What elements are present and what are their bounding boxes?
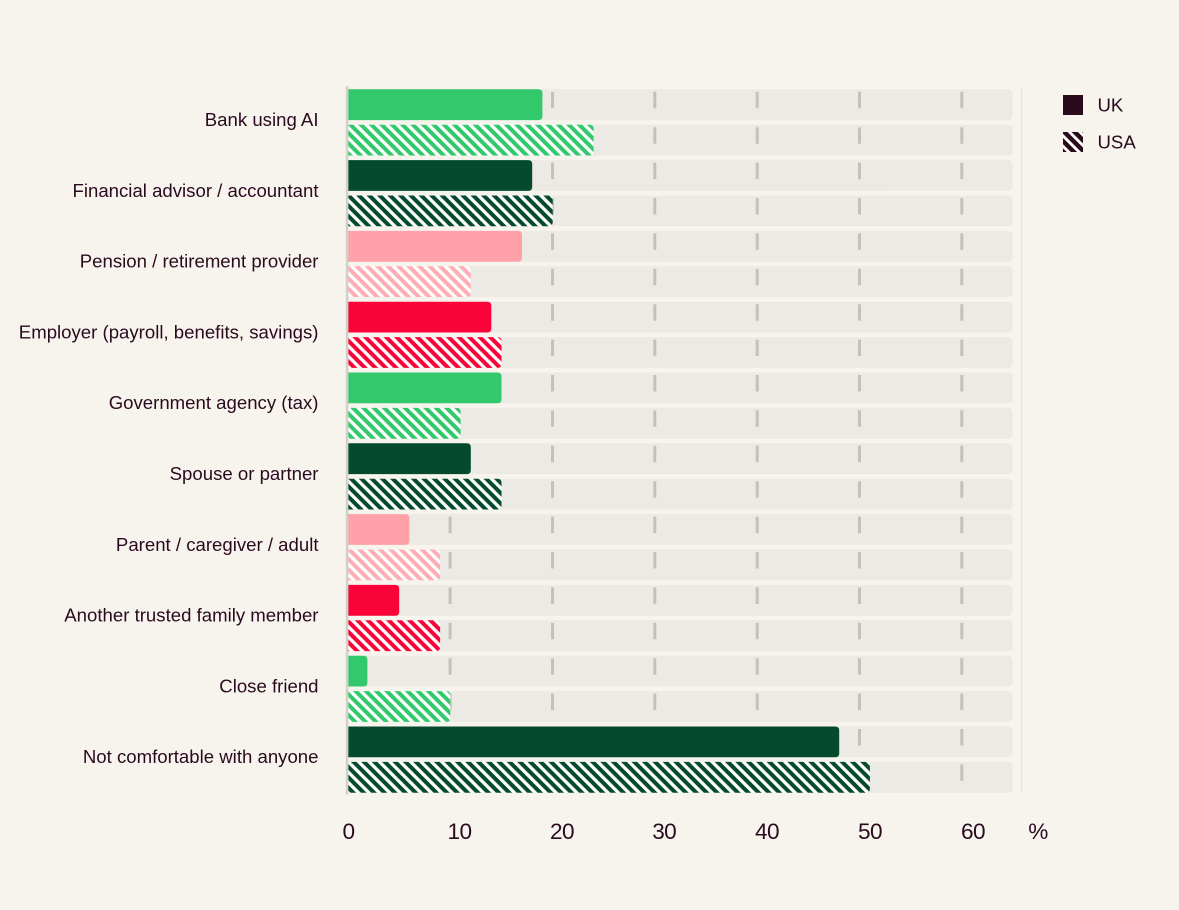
svg-text:60: 60 — [961, 819, 985, 844]
svg-text:Close friend: Close friend — [219, 675, 318, 696]
svg-text:Financial advisor / accountant: Financial advisor / accountant — [73, 180, 320, 201]
svg-text:50: 50 — [858, 819, 882, 844]
svg-text:Employer (payroll, benefits, s: Employer (payroll, benefits, savings) — [19, 321, 319, 342]
svg-text:Bank using AI: Bank using AI — [205, 109, 319, 130]
svg-text:40: 40 — [755, 819, 779, 844]
svg-text:Pension / retirement provider: Pension / retirement provider — [80, 251, 319, 272]
svg-text:Government agency (tax): Government agency (tax) — [109, 392, 319, 413]
svg-text:Not comfortable with anyone: Not comfortable with anyone — [83, 746, 319, 767]
svg-text:30: 30 — [652, 819, 676, 844]
svg-text:10: 10 — [448, 819, 472, 844]
svg-text:Spouse or partner: Spouse or partner — [170, 463, 319, 484]
svg-text:Another trusted family member: Another trusted family member — [64, 605, 318, 626]
svg-text:UK: UK — [1098, 95, 1124, 116]
svg-text:Parent / caregiver / adult: Parent / caregiver / adult — [116, 534, 319, 555]
svg-text:%: % — [1028, 819, 1048, 844]
svg-text:20: 20 — [550, 819, 574, 844]
svg-text:USA: USA — [1098, 132, 1137, 153]
svg-text:0: 0 — [343, 819, 355, 844]
